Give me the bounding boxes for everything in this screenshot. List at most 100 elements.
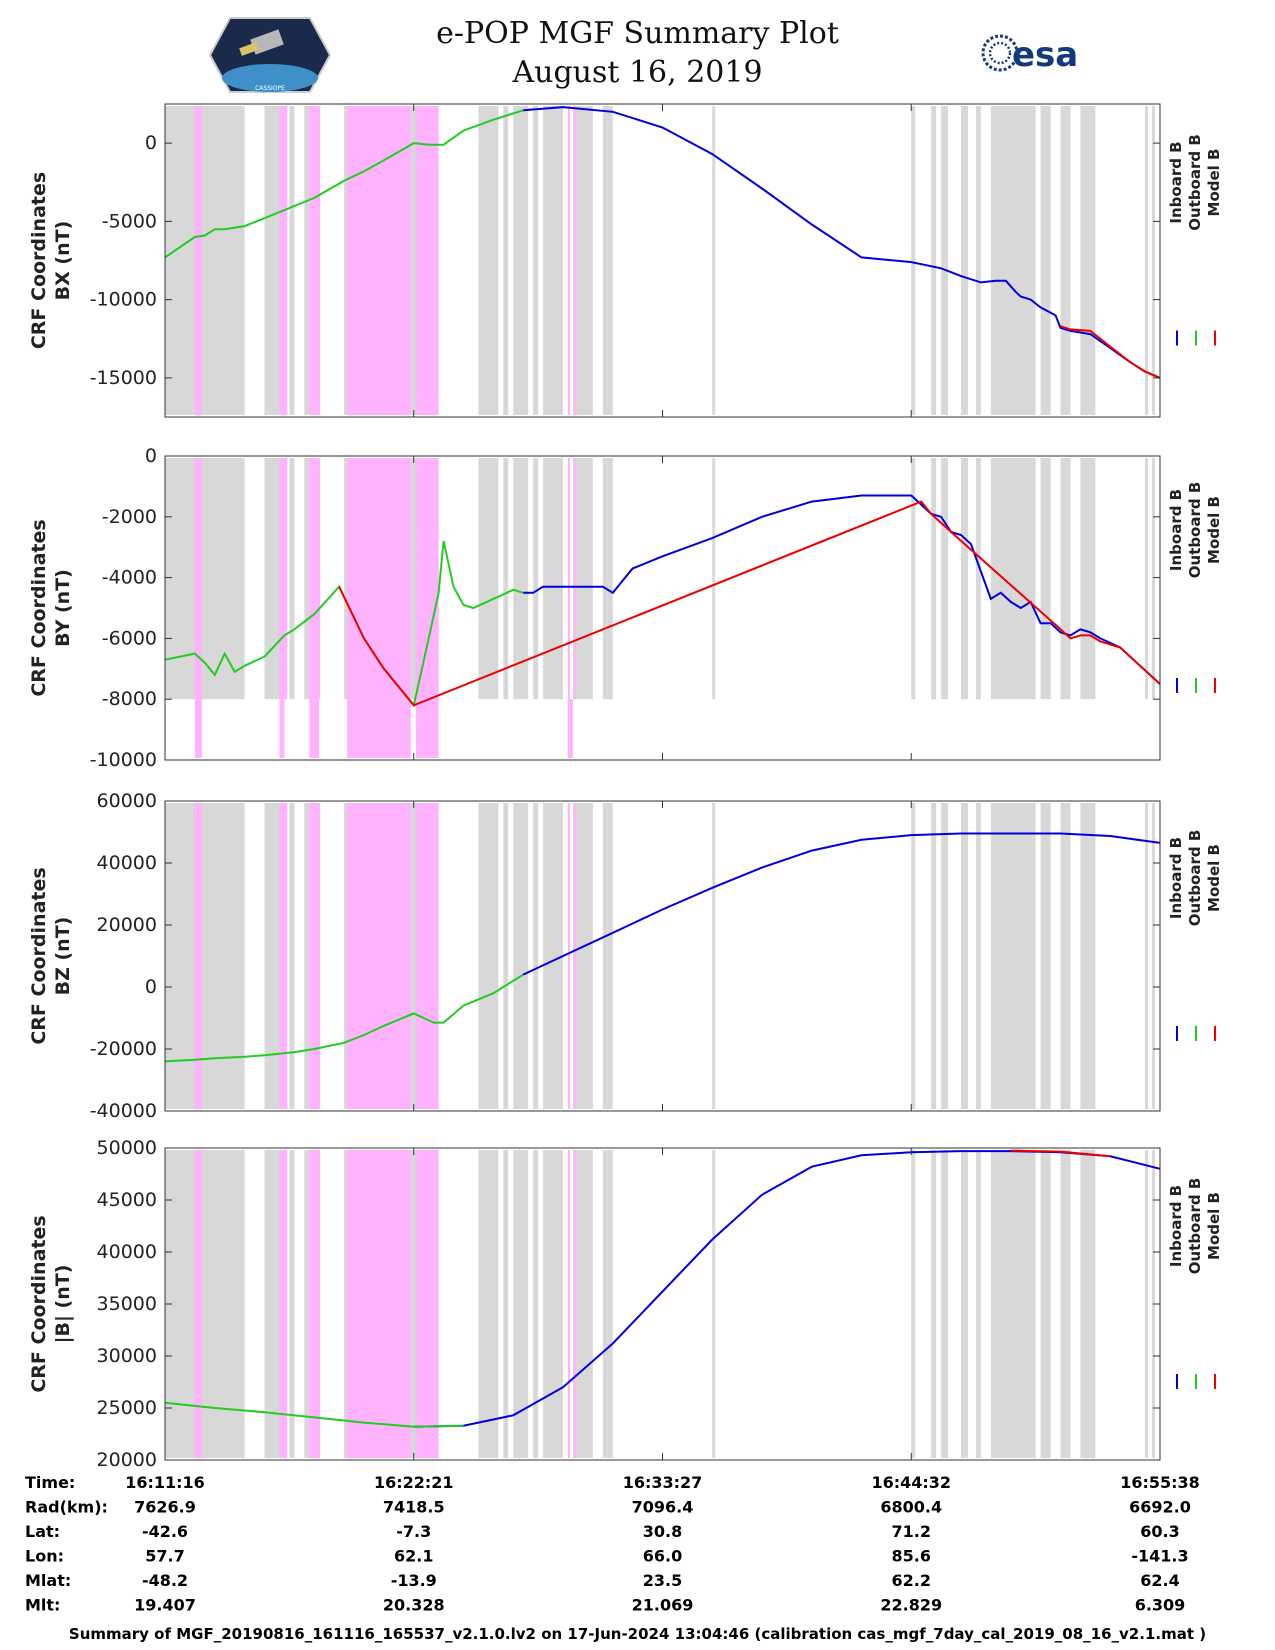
gray-band [1145,803,1149,1109]
gray-band [1080,803,1096,1109]
gray-band [941,458,949,700]
y-tick-label: -10000 [90,749,157,771]
gray-band [503,106,509,415]
series-line-inboard-b [522,832,1161,976]
y-axis-label: CRF Coordinates [28,867,50,1044]
panel-2: 0 -2000 -4000 -6000 -8000 -10000 CRF Coordinat… [28,445,1223,771]
y-tick-label: 40000 [97,852,157,874]
gray-band [911,106,916,415]
esa-logo-text: esa [1012,35,1078,75]
pink-band [415,699,439,758]
orbit-row-label: Lat: [25,1522,60,1541]
orbit-row-label: Rad(km): [25,1498,108,1517]
gray-band [990,1150,1036,1458]
y-tick-label: 0 [145,976,157,998]
gray-band [513,458,529,700]
legend-label: Outboard B [1186,1178,1204,1275]
pink-band [573,458,576,700]
gray-band [533,106,539,415]
y-tick-label: 20000 [97,1449,157,1471]
pink-band [567,803,570,1109]
y-tick-label: 60000 [97,790,157,812]
pink-band [279,458,288,700]
gray-band [1152,458,1156,700]
orbit-cell: 71.2 [892,1522,931,1541]
orbit-row-label: Mlat: [25,1571,71,1590]
gray-band [961,803,968,1109]
gray-band [1152,106,1156,415]
pink-band [309,458,321,700]
pink-band [194,458,202,700]
orbit-cell: 16:33:27 [623,1473,703,1492]
orbit-cell: 66.0 [643,1547,682,1566]
legend-label: Inboard B [1167,489,1185,571]
gray-band [289,106,295,415]
orbit-row-label: Time: [25,1473,75,1492]
gray-band [1145,458,1149,700]
gray-band [165,1150,245,1458]
gray-band [712,803,716,1109]
gray-band [602,458,613,700]
gray-band [911,803,916,1109]
y-tick-label: -40000 [90,1100,157,1122]
series-line-model-b [338,500,1161,707]
legend-label: Model B [1205,496,1223,564]
gray-band [1152,803,1156,1109]
orbit-cell: 22.829 [880,1596,942,1615]
y-tick-label: 50000 [97,1137,157,1159]
gray-band [165,803,245,1109]
gray-band [961,458,968,700]
pink-band [567,106,570,415]
orbit-cell: 20.328 [383,1596,445,1615]
gray-band [1145,106,1149,415]
gray-band [503,803,509,1109]
gray-band [941,1150,949,1458]
cassiope-logo: CASSIOPE [208,17,332,93]
gray-band [1060,458,1071,700]
pink-band [347,1150,411,1458]
gray-band [533,803,539,1109]
pink-band [279,1150,288,1458]
gray-band [503,1150,509,1458]
orbit-cell: 16:55:38 [1120,1473,1200,1492]
y-tick-label: -4000 [102,567,157,589]
gray-band [975,458,981,700]
orbit-cell: 57.7 [145,1547,184,1566]
gray-band [990,803,1036,1109]
y-tick-label: -5000 [102,210,157,232]
pink-band [279,106,288,415]
gray-band [1040,458,1051,700]
pink-band [347,699,411,758]
panel-1: 0 -5000 -10000 -15000 CRF Coordinates BX (nT)… [28,103,1223,418]
y-tick-label: -20000 [90,1038,157,1060]
orbit-cell: -42.6 [142,1522,188,1541]
gray-band [533,458,539,700]
y-tick-label: -15000 [90,367,157,389]
gray-band [712,458,716,700]
gray-band [572,803,593,1109]
gray-band [478,803,499,1109]
pink-band [194,1150,202,1458]
gray-band [165,106,245,415]
pink-band [347,106,411,415]
pink-band [347,803,411,1109]
gray-band [911,458,916,700]
orbit-cell: 7418.5 [383,1498,445,1517]
y-tick-label: 30000 [97,1345,157,1367]
pink-band [309,106,321,415]
gray-band [478,106,499,415]
gray-band [602,106,613,415]
orbit-cell: 7096.4 [632,1498,694,1517]
gray-band [165,458,245,700]
y-axis-label: BZ (nT) [52,917,74,996]
gray-band [941,803,949,1109]
gray-band [1080,106,1096,415]
pink-band [415,1150,439,1458]
pink-band [567,1150,570,1458]
y-tick-label: 35000 [97,1293,157,1315]
gray-band [513,803,529,1109]
gray-band [503,458,509,700]
gray-band [1040,1150,1051,1458]
legend-label: Outboard B [1186,134,1204,231]
gray-band [1060,106,1071,415]
